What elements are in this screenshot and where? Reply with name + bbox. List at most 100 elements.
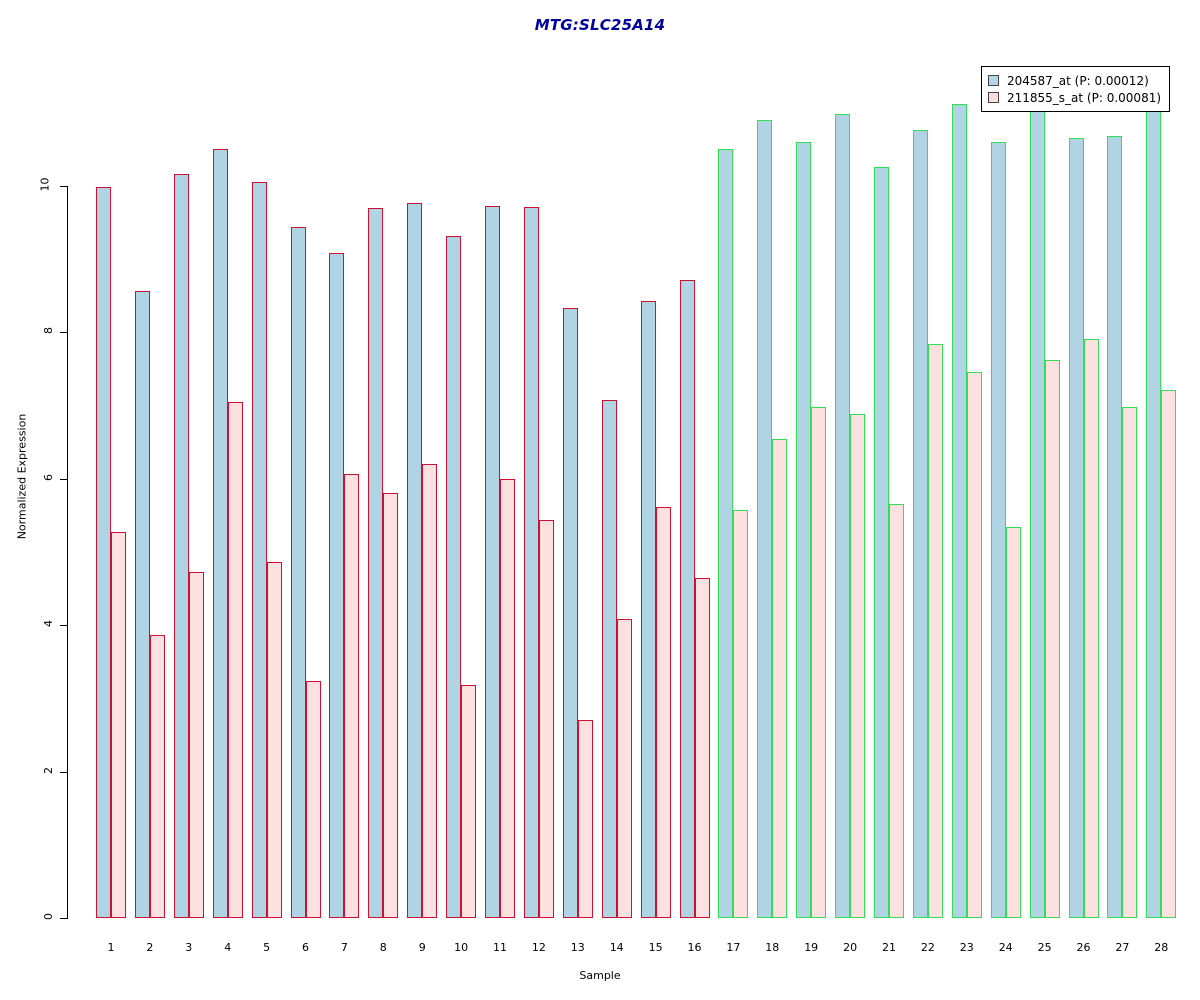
bar-series1-sample10 [446,235,462,918]
bar-series1-sample5 [251,181,267,918]
bar-series1-sample14 [601,399,617,918]
bar-series2-sample5 [266,562,282,918]
x-tick-label-28: 28 [1154,941,1169,954]
bar-series2-sample11 [500,478,515,918]
bar-series1-sample18 [757,120,773,918]
x-tick-label-17: 17 [726,941,741,954]
bars-layer [68,40,1177,918]
x-tick-label-13: 13 [570,941,585,954]
bar-group [1029,40,1061,918]
bar-group [1107,40,1138,918]
x-tick-label-8: 8 [379,941,387,954]
bar-group [368,40,399,918]
bar-series1-sample26 [1068,137,1084,918]
x-tick-label-12: 12 [531,941,546,954]
x-tick-label-25: 25 [1037,941,1052,954]
bar-series2-sample9 [422,464,438,918]
y-tick-label: 4 [42,620,55,628]
bar-series2-sample10 [461,685,477,918]
bar-series1-sample11 [485,205,500,918]
legend-item-1: 204587_at (P: 0.00012) [988,72,1161,89]
bar-group [173,40,205,918]
bar-group [679,40,711,918]
x-tick-label-7: 7 [340,941,348,954]
x-tick-label-20: 20 [843,941,858,954]
x-axis-title: Sample [579,969,621,982]
x-tick-label-6: 6 [302,941,309,954]
bar-series2-sample26 [1083,339,1099,918]
y-tick-mark [60,625,67,627]
x-tick-label-24: 24 [998,941,1013,954]
bar-group [990,40,1022,918]
bar-group [874,40,905,918]
bar-series2-sample15 [655,507,671,918]
bar-series1-sample13 [562,307,578,918]
legend: 204587_at (P: 0.00012) 211855_s_at (P: 0.… [981,66,1171,112]
bar-series1-sample4 [212,149,228,918]
bar-series1-sample19 [796,142,812,918]
page-title: MTG:SLC25A14 [534,16,666,34]
bar-group [757,40,788,918]
x-tick-label-21: 21 [882,941,896,954]
bar-series2-sample24 [1005,527,1021,918]
bar-series2-sample23 [966,371,982,918]
bar-series1-sample22 [912,129,928,918]
bar-series2-sample18 [772,438,788,918]
bar-group [718,40,749,918]
bar-series2-sample28 [1161,389,1177,918]
bar-group [96,40,127,918]
bar-group [407,40,438,918]
bar-group [523,40,555,918]
bar-series1-sample3 [173,173,189,918]
bar-series1-sample28 [1146,106,1162,918]
bar-series1-sample8 [368,207,384,918]
legend-label: 211855_s_at (P: 0.00081) [1007,90,1162,105]
bar-series2-sample8 [383,493,399,918]
bar-group [446,40,477,918]
plot-area [68,40,1177,918]
bar-group [912,40,944,918]
bar-group [601,40,633,918]
x-tick-label-18: 18 [765,941,780,954]
y-tick-mark [60,478,67,480]
y-tick-mark [60,918,67,919]
x-tick-label-27: 27 [1115,941,1130,954]
x-tick-label-14: 14 [609,941,624,954]
bar-series1-sample6 [290,227,306,918]
bar-series1-sample23 [951,104,967,918]
bar-series1-sample21 [874,166,889,918]
bar-series1-sample2 [134,291,150,918]
bar-group [835,40,866,918]
legend-label: 204587_at (P: 0.00012) [1007,73,1149,88]
bar-series2-sample12 [538,519,554,918]
bar-series2-sample27 [1122,407,1138,918]
bar-series1-sample7 [329,252,345,918]
x-tick-label-4: 4 [224,941,232,954]
bar-group [485,40,516,918]
bar-group [134,40,166,918]
y-tick-label: 2 [42,766,55,774]
bar-series1-sample16 [679,279,695,918]
legend-item-2: 211855_s_at (P: 0.00081) [988,89,1161,106]
bar-series2-sample14 [616,619,632,918]
y-axis-line [67,186,68,919]
bar-group [251,40,283,918]
bar-series2-sample16 [694,577,710,918]
bar-group [212,40,244,918]
y-tick-mark [60,186,67,187]
bar-series1-sample20 [835,114,851,918]
x-tick-label-19: 19 [804,941,819,954]
y-tick-label: 10 [38,177,52,192]
bar-series2-sample2 [149,635,165,918]
bar-group [562,40,594,918]
bar-series2-sample6 [305,680,321,918]
bar-series2-sample20 [850,413,866,918]
x-tick-label-11: 11 [493,941,507,954]
bar-series2-sample22 [927,344,943,918]
y-tick-label: 6 [42,473,55,481]
y-tick-label: 8 [42,327,55,335]
bar-group [796,40,827,918]
bar-group [329,40,360,918]
bar-series2-sample19 [811,407,827,918]
bar-group [1068,40,1100,918]
